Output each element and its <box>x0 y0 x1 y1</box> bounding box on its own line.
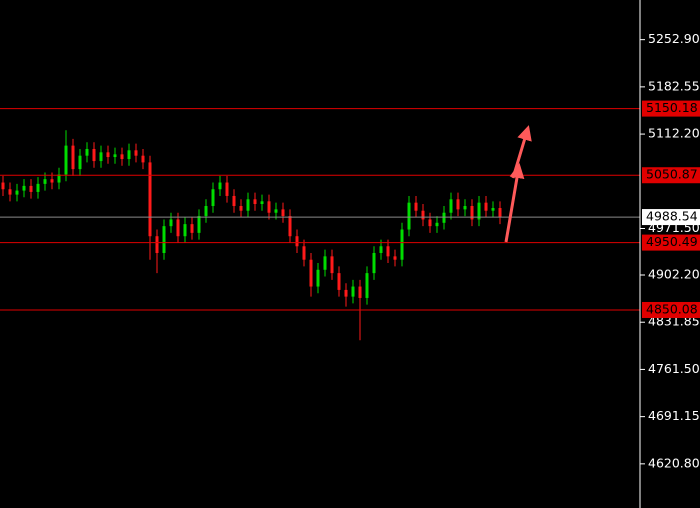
candle-body <box>120 154 124 160</box>
level-label-bg <box>642 167 700 184</box>
candle-body <box>337 273 341 290</box>
candle-body <box>106 152 110 158</box>
arrow <box>511 125 532 179</box>
candle-body <box>1 182 5 190</box>
candle-body <box>253 199 257 205</box>
candle-body <box>344 289 348 297</box>
level-label: 4850.08 <box>646 301 698 316</box>
candle-body <box>43 179 47 184</box>
y-tick-label: 5252.90 <box>648 31 700 46</box>
candle-body <box>211 189 215 207</box>
candle-body <box>302 246 306 260</box>
candle-body <box>85 148 89 156</box>
price-axis: 5252.905182.555112.204971.504902.204831.… <box>640 31 700 470</box>
candle-body <box>295 236 299 247</box>
candle-body <box>463 206 467 210</box>
candle-body <box>176 219 180 237</box>
candle-body <box>491 208 495 211</box>
candle-body <box>113 154 117 158</box>
candle-body <box>71 145 75 170</box>
candle-body <box>407 202 411 230</box>
candle-body <box>225 182 229 196</box>
candle-body <box>358 286 362 298</box>
candle-body <box>498 208 502 218</box>
candle-body <box>50 179 54 183</box>
candle-body <box>57 174 61 183</box>
candle-body <box>274 209 278 213</box>
candle-body <box>323 256 327 270</box>
candle-body <box>393 256 397 260</box>
candle-body <box>134 150 138 156</box>
candle-body <box>309 259 313 287</box>
candle-body <box>267 201 271 213</box>
candle-body <box>421 210 425 220</box>
candle-body <box>204 206 208 217</box>
candle-body <box>169 219 173 227</box>
y-tick-label: 4902.20 <box>648 267 700 282</box>
candle-body <box>400 229 404 260</box>
candle-body <box>414 202 418 211</box>
level-label-bg <box>642 234 700 251</box>
candle-body <box>484 202 488 211</box>
level-label-bg <box>642 301 700 318</box>
level-label: 5050.87 <box>646 167 698 182</box>
candle-body <box>78 155 82 170</box>
current-price-label: 4988.54 <box>646 209 698 224</box>
y-tick-label: 4620.80 <box>648 455 700 470</box>
candle-body <box>22 185 26 191</box>
candle-body <box>470 206 474 220</box>
candle-body <box>36 183 40 192</box>
candle-body <box>190 224 194 233</box>
candle-body <box>456 199 460 210</box>
candle-body <box>435 222 439 227</box>
candle-body <box>386 246 390 257</box>
y-tick-label: 4691.15 <box>648 408 700 423</box>
candle-body <box>442 212 446 223</box>
level-label: 4950.49 <box>646 234 698 249</box>
y-tick-label: 4761.50 <box>648 361 700 376</box>
candle-body <box>162 226 166 253</box>
candle-body <box>197 216 201 233</box>
candle-body <box>148 162 152 237</box>
candle-body <box>127 150 131 160</box>
y-tick-label: 5112.20 <box>648 126 700 141</box>
candle-body <box>218 182 222 190</box>
candle-body <box>246 199 250 211</box>
candle-body <box>316 269 320 287</box>
level-label: 5150.18 <box>646 100 698 115</box>
candle-body <box>477 202 481 220</box>
candle-body <box>15 190 19 195</box>
candle-body <box>92 148 96 162</box>
candle-body <box>330 256 334 274</box>
candle-body <box>99 152 103 162</box>
candle-body <box>288 216 292 237</box>
candle-body <box>365 273 369 298</box>
candle-body <box>141 155 145 163</box>
arrow <box>504 163 525 243</box>
candle-body <box>239 206 243 211</box>
candle-body <box>155 236 159 253</box>
candle-body <box>281 209 285 217</box>
candle-body <box>372 252 376 274</box>
candle-body <box>8 189 12 195</box>
candle-body <box>449 199 453 213</box>
candle-body <box>183 224 187 237</box>
plot-area <box>0 108 640 341</box>
candle-body <box>29 185 33 192</box>
candle-body <box>428 219 432 227</box>
candle-body <box>351 286 355 297</box>
y-tick-label: 5182.55 <box>648 78 700 93</box>
candle-body <box>232 195 236 207</box>
current-price-bg <box>642 209 700 226</box>
candle-body <box>64 145 68 175</box>
level-label-bg <box>642 100 700 117</box>
candle-body <box>379 246 383 253</box>
candle-body <box>260 201 264 205</box>
